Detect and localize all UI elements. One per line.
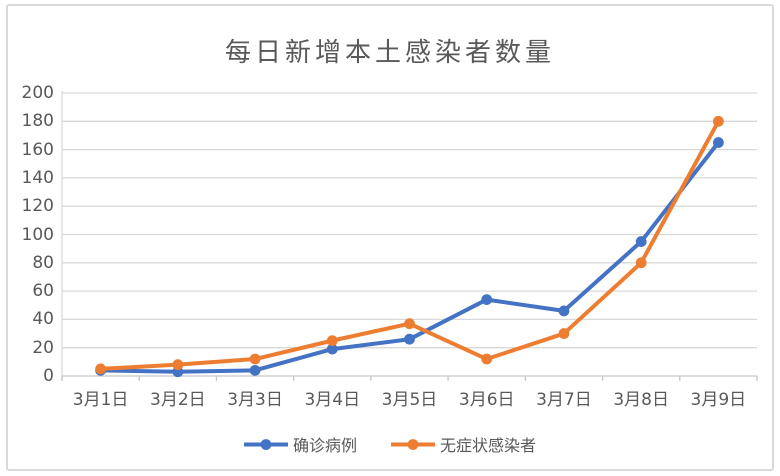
y-axis-label: 0 <box>43 366 54 386</box>
legend-line-marker-swatch <box>391 438 435 450</box>
data-point-marker-asymptomatic-infections <box>326 335 338 347</box>
data-point-marker-confirmed-cases <box>481 294 493 305</box>
data-point-marker-confirmed-cases <box>404 333 415 345</box>
plot-area <box>61 91 758 381</box>
x-axis-label: 3月9日 <box>690 390 747 410</box>
data-point-marker-confirmed-cases <box>326 343 338 355</box>
data-point-marker-confirmed-cases <box>712 137 724 148</box>
data-point-marker-asymptomatic-infections <box>712 115 724 127</box>
x-axis-label: 3月8日 <box>613 390 669 410</box>
data-point-marker-confirmed-cases <box>249 364 261 376</box>
y-axis-label: 140 <box>21 167 54 188</box>
y-axis-label: 180 <box>21 111 54 132</box>
x-axis-label: 3月2日 <box>150 390 206 410</box>
chart-title: 每日新增本土感染者数量 <box>224 38 555 68</box>
legend-label: 无症状感染者 <box>440 436 537 455</box>
x-axis-label: 3月3日 <box>227 390 283 410</box>
data-point-marker-confirmed-cases <box>635 236 647 247</box>
x-axis-label: 3月7日 <box>536 390 592 410</box>
data-point-marker-asymptomatic-infections <box>95 363 107 375</box>
x-axis-label: 3月1日 <box>72 390 129 410</box>
data-point-marker-confirmed-cases <box>558 305 570 317</box>
data-point-marker-asymptomatic-infections <box>249 353 261 365</box>
y-axis-label: 20 <box>32 337 54 358</box>
series-line-asymptomatic-infections <box>98 119 721 371</box>
legend: 确诊病例 无症状感染者 <box>8 432 772 456</box>
y-axis-label: 40 <box>32 309 54 330</box>
data-point-marker-asymptomatic-infections <box>172 359 184 371</box>
data-point-marker-asymptomatic-infections <box>404 318 415 330</box>
chart-card: 每日新增本土感染者数量 0 20 40 60 80 100 120 140 160 180 200 … <box>6 4 774 471</box>
x-axis-label: 3月4日 <box>304 390 361 410</box>
y-axis-label: 100 <box>21 224 54 245</box>
y-axis-label: 60 <box>32 281 54 302</box>
x-axis-label: 3月5日 <box>381 390 438 410</box>
legend-item-confirmed-cases: 确诊病例 <box>243 432 357 456</box>
data-point-marker-asymptomatic-infections <box>635 257 647 269</box>
data-point-marker-asymptomatic-infections <box>558 328 570 339</box>
y-axis-label: 160 <box>21 139 54 160</box>
legend-item-asymptomatic-infections: 无症状感染者 <box>391 432 536 456</box>
y-axis-label: 200 <box>21 83 54 103</box>
legend-line-marker-swatch <box>243 438 288 450</box>
legend-label: 确诊病例 <box>292 436 357 455</box>
y-axis-label: 120 <box>21 196 54 217</box>
x-axis-label: 3月6日 <box>458 390 515 410</box>
data-point-marker-asymptomatic-infections <box>481 353 493 365</box>
y-axis-label: 80 <box>32 252 54 273</box>
